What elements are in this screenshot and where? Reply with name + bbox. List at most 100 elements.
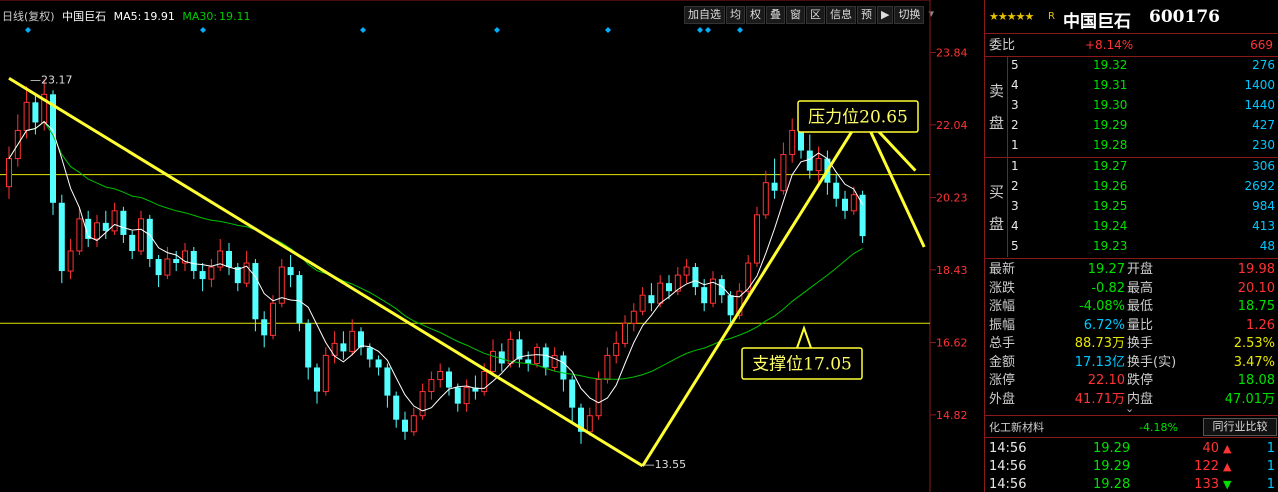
sell-level: 5 [1011,58,1019,72]
sell-price: 19.29 [1093,118,1128,132]
candle-body [490,350,496,372]
candle-body [76,218,83,252]
ytick-label: 20.23 [936,192,968,205]
candle-body [639,294,646,312]
sell-row[interactable]: 1 19.28 230 [1011,137,1277,154]
arrow-down-icon: ▼ [1223,478,1232,491]
candle-body [736,290,743,316]
tick-count: 1 [1266,477,1275,492]
chart-header: 日线(复权) 中国巨石 MA5: 19.91 MA30: 19.11 [2,8,251,24]
sell-row[interactable]: 4 19.31 1400 [1011,77,1277,94]
trendline[interactable] [641,113,864,467]
r-flag-icon: R [1048,11,1055,22]
candle-body [815,158,822,172]
ma5-line [8,120,864,412]
toolbar-button-5[interactable]: 区 [806,6,825,24]
industry-compare-button[interactable]: 同行业比较 [1203,418,1277,436]
tick-time: 14:56 [989,441,1027,456]
candle-body [454,387,461,404]
toolbar-button-4[interactable]: 窗 [786,6,805,24]
candle-body [226,250,232,268]
event-marker-icon[interactable] [25,27,31,33]
candle-body [102,222,109,231]
candle-body [85,218,92,239]
buy-price: 19.25 [1093,199,1128,213]
arrow-up-icon: ▲ [1223,442,1232,455]
stat-value: 88.73万 [1074,336,1125,351]
event-marker-icon[interactable] [494,27,500,33]
chart-canvas: 23.84 22.04 20.23 18.43 16.62 14.82 —23.17 —13.… [0,0,968,492]
sell-row[interactable]: 5 19.32 276 [1011,57,1277,74]
trendline[interactable] [8,76,644,468]
sell-row[interactable]: 3 19.30 1440 [1011,97,1277,114]
candle-body [358,331,364,348]
toolbar-dropdown-icon[interactable]: ▾ [928,7,934,20]
buy-volume: 984 [1252,199,1275,213]
stat-value: 19.27 [1087,262,1125,277]
event-marker-icon[interactable] [697,27,703,33]
toolbar-button-6[interactable]: 信息 [826,6,856,24]
toolbar-button-3[interactable]: 叠 [766,6,785,24]
toolbar-button-9[interactable]: 切换 [894,6,925,24]
stat-row: 涨幅 -4.08% 最低 18.75 [989,298,1277,315]
ma30-value: 19.11 [219,10,251,23]
toolbar-button-1[interactable]: 均 [726,6,745,24]
candle-body [648,295,655,304]
event-marker-icon[interactable] [360,27,366,33]
buy-side-label-1: 买 [989,183,1005,201]
candle-body [164,258,171,276]
buy-volume: 48 [1259,239,1275,253]
buy-row[interactable]: 2 19.26 2692 [1011,178,1277,195]
toolbar-button-7[interactable]: 预 [857,6,876,24]
sell-side-label-1: 卖 [989,82,1005,100]
candle-body [630,310,637,324]
candle-body [613,342,620,356]
candle-body [296,275,303,324]
candle-body [419,391,426,417]
event-marker-icon[interactable] [200,27,206,33]
event-marker-icon[interactable] [705,27,711,33]
candle-body [586,415,593,433]
stat-value: 18.08 [1237,373,1275,388]
resistance-annotation[interactable]: 压力位20.65 [797,100,919,133]
buy-row[interactable]: 5 19.23 48 [1011,238,1277,255]
expand-chevron-icon[interactable]: ⌄ [1125,402,1135,415]
buy-row[interactable]: 3 19.25 984 [1011,198,1277,215]
toolbar-button-2[interactable]: 权 [746,6,765,24]
sell-row[interactable]: 2 19.29 427 [1011,117,1277,134]
candle-body [481,371,488,393]
candle-body [182,250,188,264]
candle-body [287,267,294,276]
stat-row: 振幅 6.72% 量比 1.26 [989,317,1277,334]
candle-body [393,395,400,420]
ytick-label: 14.82 [936,409,968,422]
event-marker-icon[interactable] [605,27,611,33]
buy-row[interactable]: 1 19.27 306 [1011,158,1277,175]
stock-code: 600176 [1149,7,1220,27]
candle-body [50,94,56,203]
candle-body [516,339,523,360]
candle-body [842,198,848,211]
toolbar-button-8[interactable]: ▶ [877,6,894,24]
candle-body [551,354,558,368]
candle-body [657,282,664,304]
buy-row[interactable]: 4 19.24 413 [1011,218,1277,235]
ytick-label: 22.04 [936,119,968,132]
trendline[interactable] [861,113,926,248]
kline-chart[interactable]: 日线(复权) 中国巨石 MA5: 19.91 MA30: 19.11 加自选均权叠窗… [0,0,984,492]
ytick-label: 16.62 [936,337,968,350]
stat-label: 总手 [989,336,1016,351]
candle-body [58,202,65,272]
stat-label: 涨幅 [989,299,1016,314]
stat-label: 最高 [1127,280,1154,296]
sector-row: 化工新材料 -4.18% [989,419,1275,436]
toolbar-button-0[interactable]: 加自选 [684,6,725,24]
event-marker-icon[interactable] [737,27,743,33]
stat-row: 金额 17.13亿 换手(实) 3.47% [989,354,1277,371]
stat-label: 金额 [989,354,1016,370]
stat-row: 涨停 22.10 跌停 18.08 [989,372,1277,389]
candle-body [569,379,576,408]
sector-change: -4.18% [1139,421,1178,434]
stat-label: 换手(实) [1127,354,1177,370]
support-annotation[interactable]: 支撑位17.05 [741,347,863,380]
